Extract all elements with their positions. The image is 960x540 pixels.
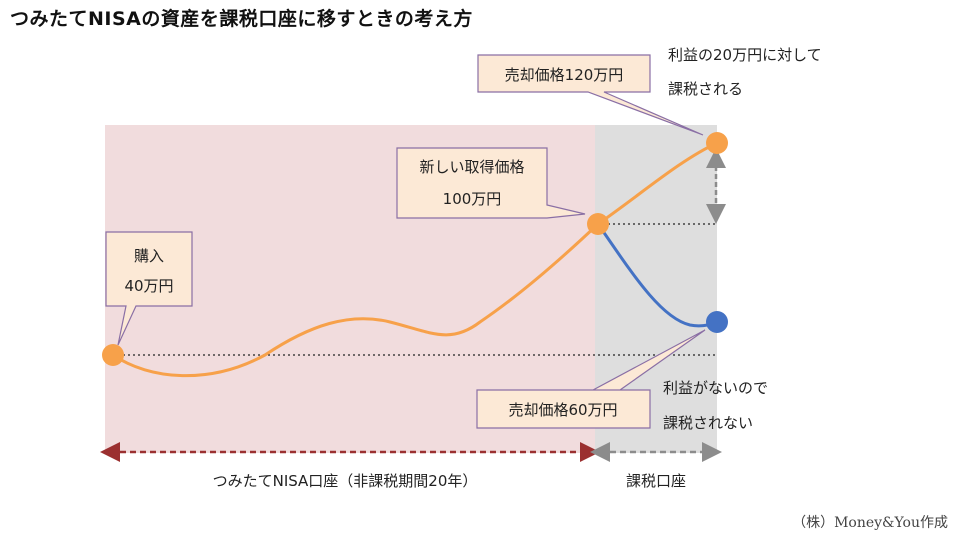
sale-low-callout: 売却価格60万円 [476, 329, 706, 429]
diagram-title: つみたてNISAの資産を課税口座に移すときの考え方 [10, 8, 473, 30]
sale-low-point [706, 311, 728, 333]
sale-high-point [706, 132, 728, 154]
purchase-label: 購入 [134, 247, 164, 265]
purchase-amount: 40万円 [124, 277, 173, 295]
taxable-period-label: 課税口座 [626, 472, 686, 490]
sale-high-label: 売却価格120万円 [505, 66, 624, 84]
credit-text: （株）Money&You作成 [792, 515, 948, 531]
sale-high-callout: 売却価格120万円 [477, 54, 704, 136]
orange-value-line [112, 141, 718, 378]
new-cost-point [587, 213, 609, 235]
new-cost-callout: 新しい取得価格 100万円 [396, 147, 586, 219]
taxed-note-line1: 利益の20万円に対して [668, 46, 822, 64]
taxed-note-line2: 課税される [668, 80, 743, 98]
sale-low-label: 売却価格60万円 [508, 401, 617, 419]
not-taxed-note-line2: 課税されない [663, 414, 753, 432]
not-taxed-note-line1: 利益がないので [663, 379, 768, 397]
nisa-period-label: つみたてNISA口座（非課税期間20年） [213, 472, 478, 490]
purchase-callout: 購入 40万円 [105, 231, 193, 346]
new-cost-label: 新しい取得価格 [419, 158, 524, 176]
purchase-point [102, 344, 124, 366]
new-cost-amount: 100万円 [443, 190, 502, 208]
